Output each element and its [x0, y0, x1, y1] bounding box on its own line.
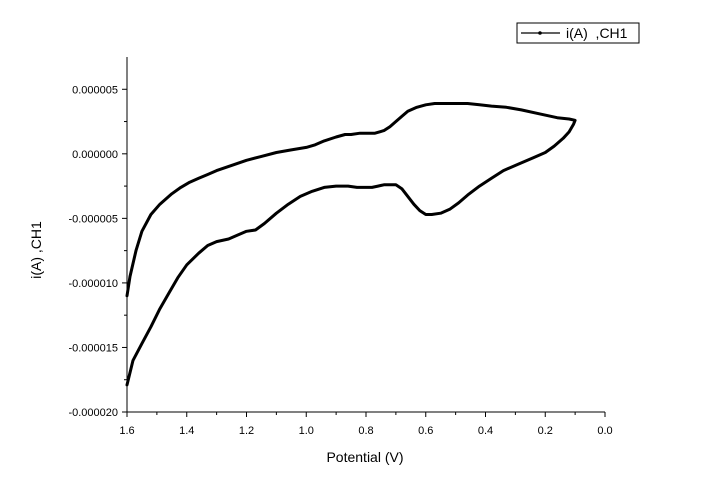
y-tick-label: -0.000015: [68, 342, 118, 354]
y-tick-label: -0.000010: [68, 278, 118, 290]
x-tick-label: 1.6: [119, 425, 134, 437]
x-tick-label: 0.6: [418, 425, 433, 437]
series-line: [125, 102, 577, 387]
legend: i(A) ,CH1: [516, 22, 640, 44]
x-tick-label: 0.8: [358, 425, 373, 437]
y-tick-label: 0.000005: [72, 84, 118, 96]
series-layer: [125, 102, 577, 387]
y-tick-label: -0.000020: [68, 407, 118, 419]
x-tick-label: 0.4: [478, 425, 493, 437]
y-axis-title: i(A) ,CH1: [28, 221, 44, 279]
x-ticks: 1.6 1.4 1.2 1.0 0.8 0.6 0.4 0.2 0.0: [119, 412, 613, 437]
x-tick-label: 0.2: [538, 425, 553, 437]
x-axis-title: Potential (V): [326, 449, 403, 465]
axes: [126, 57, 605, 413]
x-tick-label: 1.2: [239, 425, 254, 437]
x-tick-label: 1.4: [179, 425, 194, 437]
y-ticks: -0.000020 -0.000015 -0.000010 -0.000005 0.00…: [68, 84, 127, 419]
legend-marker: [538, 31, 542, 35]
legend-label: i(A) ,CH1: [566, 25, 628, 41]
y-tick-label: -0.000005: [68, 213, 118, 225]
legend-box: [516, 22, 640, 44]
x-tick-label: 0.0: [597, 425, 612, 437]
y-tick-label: 0.000000: [72, 149, 118, 161]
x-tick-label: 1.0: [299, 425, 314, 437]
